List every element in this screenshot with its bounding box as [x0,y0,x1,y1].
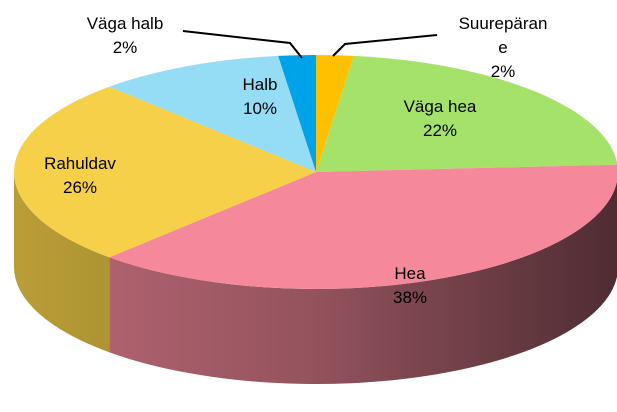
leader-line [332,34,438,57]
slice-label: Väga hea 22% [380,95,500,143]
slice [109,55,316,173]
leader-line [182,30,303,59]
side-shade [14,172,617,384]
slice [109,164,617,289]
slice-label: Hea 38% [360,262,460,310]
slice [316,55,617,172]
category-name: Rahuldav [44,154,116,173]
value-label: 2% [112,38,138,57]
slice-label: Suurepärane 2% [457,12,549,84]
slice-label: Rahuldav 26% [20,152,140,200]
slice [13,86,316,258]
value-label: 38% [392,288,428,307]
category-name: Suurepärane [458,14,548,57]
value-label: 10% [242,99,278,118]
slice-label: Väga halb 2% [65,12,185,60]
category-name: Väga halb [86,14,164,33]
slice [316,55,354,172]
value-label: 22% [422,121,458,140]
category-name: Väga hea [403,97,477,116]
slice [278,55,316,172]
value-label: 26% [62,178,98,197]
slice-label: Halb 10% [220,73,300,121]
category-name: Hea [394,264,426,283]
value-label: 2% [490,62,516,81]
category-name: Halb [242,75,278,94]
